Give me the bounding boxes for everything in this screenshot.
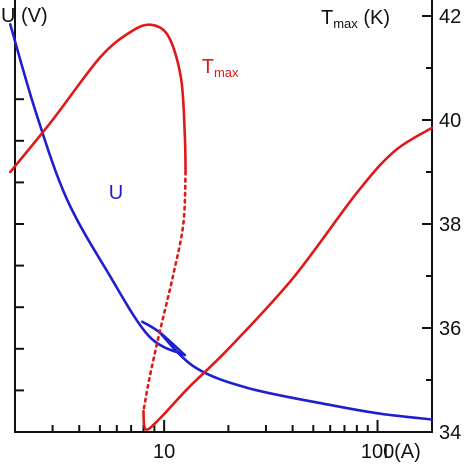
right-tick-label: 38 — [439, 214, 461, 236]
annotation-label: U — [109, 182, 123, 204]
curves — [8, 23, 434, 431]
annotation-main: U — [109, 182, 123, 204]
series-t-line — [142, 126, 434, 431]
ticks: 34 36 38 40 42 10 100 — [14, 6, 461, 463]
labels: U (V) Tmax (K) I (A) — [1, 5, 421, 463]
right-tick-label: 42 — [439, 6, 461, 28]
left-axis-label: U (V) — [1, 5, 48, 27]
right-tick-label: 36 — [439, 318, 461, 340]
right-axis-label-unit: (K) — [358, 7, 390, 29]
annotation-label: Tmax — [202, 56, 239, 80]
series-t-line — [8, 23, 187, 174]
right-tick-label: 34 — [439, 422, 461, 444]
annotations: U Tmax — [109, 56, 239, 204]
x-tick-label: 100 — [361, 441, 394, 463]
series-u-line — [8, 23, 187, 357]
right-tick-label: 40 — [439, 110, 461, 132]
annotation-main: T — [202, 56, 214, 78]
x-tick-label: 10 — [153, 441, 175, 463]
right-axis-label-main: T — [321, 7, 333, 29]
annotation-sub: max — [214, 65, 239, 80]
right-axis-label: Tmax (K) — [321, 7, 390, 31]
series-u-line — [158, 330, 434, 421]
series-t-line — [142, 170, 187, 413]
right-axis-label-sub: max — [333, 16, 358, 31]
axes — [14, 0, 433, 433]
x-axis-label: I (A) — [383, 441, 421, 463]
